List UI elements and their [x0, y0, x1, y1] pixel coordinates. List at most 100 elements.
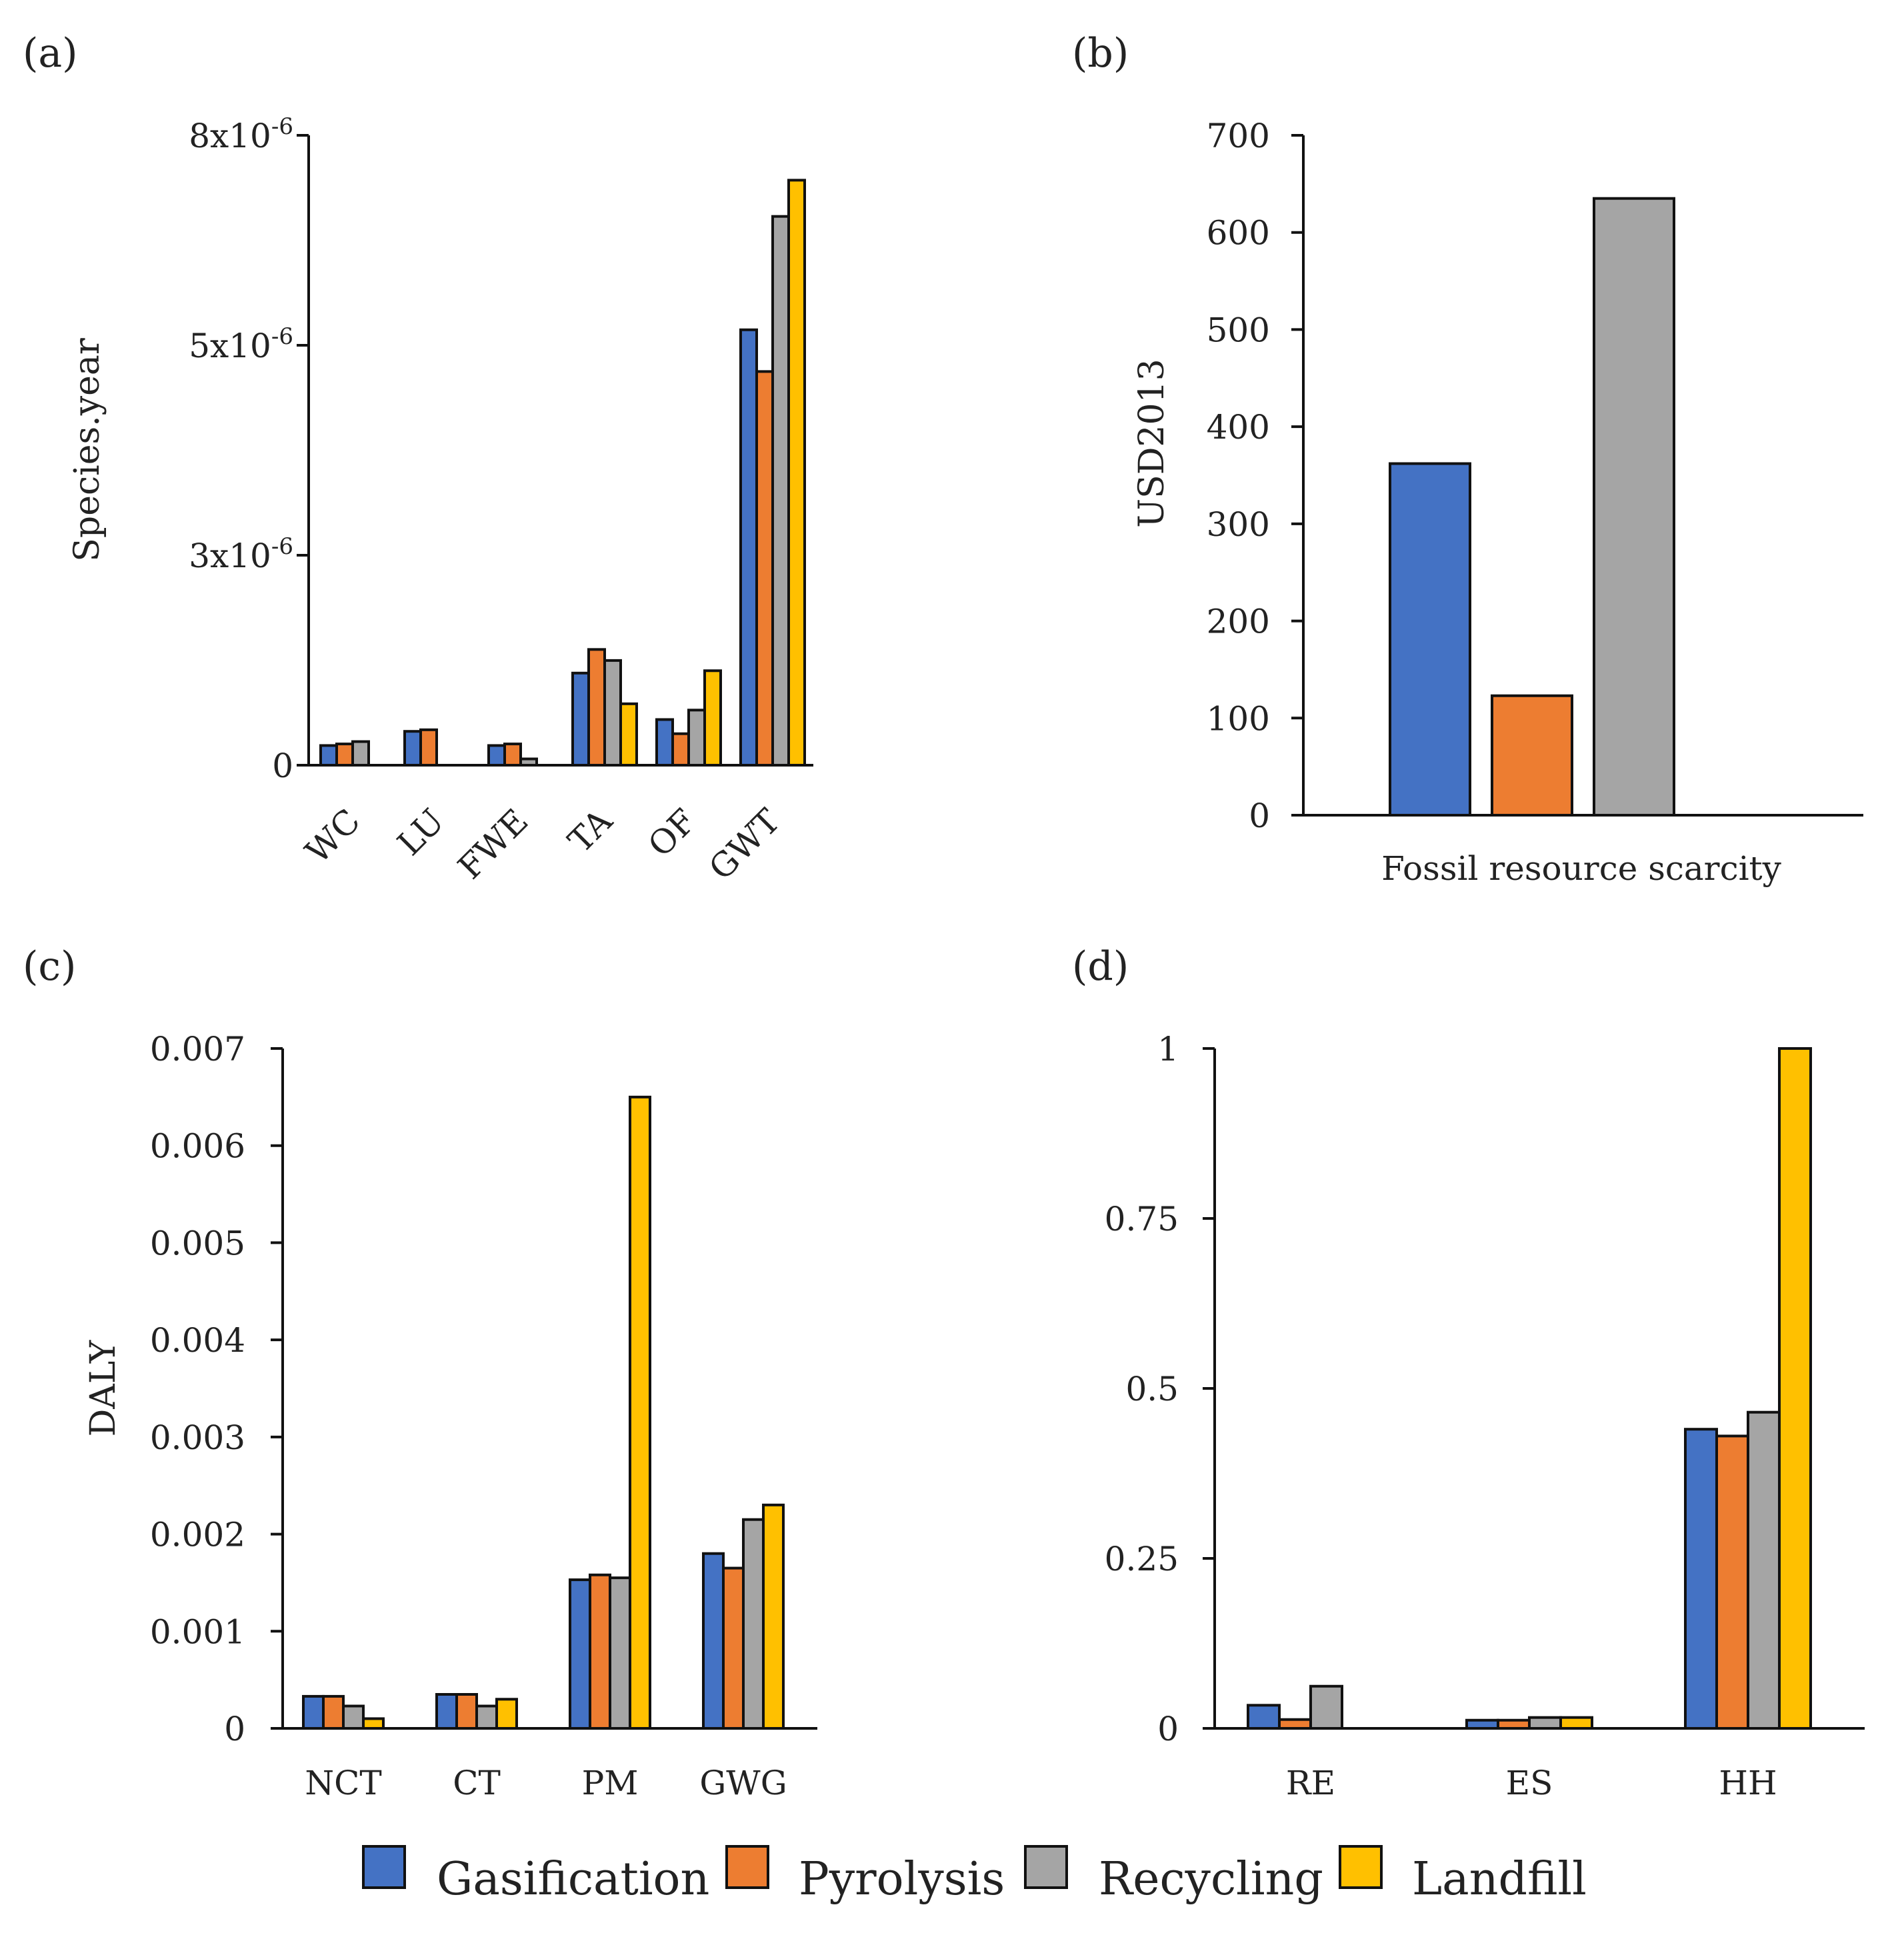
bar-recycling-re	[1309, 1684, 1343, 1730]
y-tick-label: 0.007	[150, 1030, 245, 1068]
legend-swatch-landfill	[1339, 1845, 1383, 1889]
legend-label-landfill: Landfill	[1412, 1853, 1587, 1906]
bar-pyrolysis-wc	[335, 743, 354, 767]
chart-panel-3: (d) 0 0.25 0.5 0.75 1 RE ES HH	[1072, 943, 1865, 1802]
bar-gasification-pm	[569, 1578, 591, 1730]
bar-gasification-ct	[435, 1693, 458, 1730]
y-tick-label: 400	[1207, 408, 1270, 447]
bar-gasification-nct	[302, 1694, 325, 1730]
bar-recycling-of	[687, 709, 706, 767]
y-tick-label: 0	[272, 747, 293, 785]
y-tick-label: 8x10-6	[189, 113, 293, 155]
y-tick-label: 0.001	[150, 1612, 245, 1651]
bar-gasification-gwg	[702, 1552, 725, 1730]
y-tick-label: 0	[1157, 1710, 1179, 1748]
bar-pyrolysis-gwt	[755, 370, 774, 767]
x-category-label: GWT	[701, 801, 787, 887]
legend-swatch-gasification	[362, 1845, 406, 1889]
bar-gasification-of	[655, 718, 674, 767]
y-tick-label: 1	[1157, 1030, 1179, 1068]
bar-gasification-ta	[571, 671, 590, 767]
bar-pyrolysis-lu	[419, 728, 438, 767]
bar-recycling-gwt	[771, 215, 790, 767]
bar-landfill-of	[703, 669, 722, 767]
y-tick-label: 100	[1207, 699, 1270, 738]
x-category-label: TA	[561, 801, 620, 861]
legend-label-gasification: Gasification	[437, 1853, 709, 1906]
y-axis-title: DALY	[83, 1340, 123, 1436]
bar-landfill-pm	[629, 1095, 651, 1730]
bar-landfill-gwg	[762, 1503, 785, 1730]
y-tick-label: 600	[1207, 214, 1270, 253]
legend-label-pyrolysis: Pyrolysis	[799, 1853, 1005, 1906]
x-category-label: NCT	[305, 1764, 381, 1802]
bar-pyrolysis-nct	[322, 1694, 345, 1730]
bar-gasification-re	[1247, 1704, 1281, 1730]
y-tick-label: 0.5	[1125, 1370, 1179, 1408]
bar-landfill-es	[1559, 1716, 1593, 1730]
y-tick-label: 0.25	[1105, 1540, 1179, 1578]
y-tick-label: 0.75	[1105, 1200, 1179, 1238]
bar-recycling-wc	[351, 740, 370, 767]
bar-gasification-gwt	[739, 328, 758, 767]
bar-recycling-pm	[609, 1576, 631, 1730]
y-tick-label: 0	[1249, 797, 1270, 835]
chart-panel-1: (b) 0 100 200 300 400 500 600 700 USD2013 Fossil r…	[1072, 30, 1863, 888]
y-tick-label: 0.004	[150, 1321, 245, 1360]
bar-recycling-gwg	[742, 1518, 765, 1730]
bar-landfill-hh	[1778, 1047, 1812, 1730]
bar-gasification-fossil-resource-scarcity	[1389, 462, 1471, 817]
x-category-label: FWE	[451, 801, 536, 887]
panel-label: (d)	[1072, 943, 1129, 990]
x-category-label: LU	[390, 801, 451, 863]
bar-gasification-es	[1465, 1718, 1499, 1730]
panel-label: (a)	[23, 30, 78, 77]
bar-recycling-fossil-resource-scarcity	[1593, 197, 1675, 817]
y-tick-label: 0.005	[150, 1224, 245, 1262]
bar-recycling-ta	[603, 659, 622, 767]
y-tick-label: 3x10-6	[189, 533, 293, 575]
chart-panel-2: (c) 0 0.001 0.002 0.003 0.004 0.005 0.006 0.007 D…	[23, 943, 817, 1802]
y-tick-label: 0.003	[150, 1418, 245, 1457]
legend-swatch-pyrolysis	[725, 1845, 769, 1889]
bar-pyrolysis-ct	[455, 1693, 478, 1730]
legend: Gasification Pyrolysis Recycling Landfill	[362, 1845, 1587, 1906]
y-tick-label: 700	[1207, 117, 1270, 155]
panel-label: (b)	[1072, 30, 1129, 77]
y-tick-label: 5x10-6	[189, 323, 293, 365]
chart-panel-0: (a) 0 3x10-6 5x10-6 8x10-6 Species.year WC LUFW…	[23, 30, 813, 888]
bar-pyrolysis-fossil-resource-scarcity	[1491, 694, 1573, 817]
y-tick-label: 500	[1207, 311, 1270, 349]
bar-gasification-hh	[1684, 1428, 1718, 1730]
bar-landfill-nct	[362, 1717, 385, 1730]
x-category-label: GWG	[699, 1764, 787, 1802]
bar-pyrolysis-hh	[1715, 1434, 1749, 1730]
bar-pyrolysis-re	[1278, 1718, 1312, 1730]
bar-recycling-nct	[342, 1704, 365, 1730]
y-tick-label: 0.002	[150, 1516, 245, 1554]
bar-recycling-ct	[475, 1704, 498, 1730]
x-category-label: CT	[453, 1764, 501, 1802]
x-category-label: ES	[1506, 1764, 1553, 1802]
x-category-label: PM	[582, 1764, 639, 1802]
x-category-label: RE	[1286, 1764, 1335, 1802]
bar-pyrolysis-fwe	[503, 743, 522, 767]
y-axis-title: USD2013	[1132, 359, 1172, 527]
x-category-label: OF	[641, 801, 704, 865]
y-tick-label: 300	[1207, 505, 1270, 544]
y-tick-label: 0	[224, 1710, 245, 1748]
bar-gasification-wc	[319, 744, 338, 767]
bar-gasification-fwe	[487, 744, 506, 767]
y-tick-label: 0.006	[150, 1127, 245, 1166]
x-category-label: Fossil resource scarcity	[1381, 849, 1782, 888]
bar-recycling-es	[1528, 1716, 1562, 1730]
bar-pyrolysis-ta	[587, 648, 606, 767]
bar-landfill-ta	[619, 702, 638, 767]
bar-pyrolysis-of	[671, 732, 690, 767]
y-tick-label: 200	[1207, 603, 1270, 641]
panel-label: (c)	[23, 943, 76, 990]
x-category-label: WC	[298, 801, 367, 871]
y-axis-title: Species.year	[67, 338, 107, 562]
bar-landfill-gwt	[787, 179, 806, 767]
